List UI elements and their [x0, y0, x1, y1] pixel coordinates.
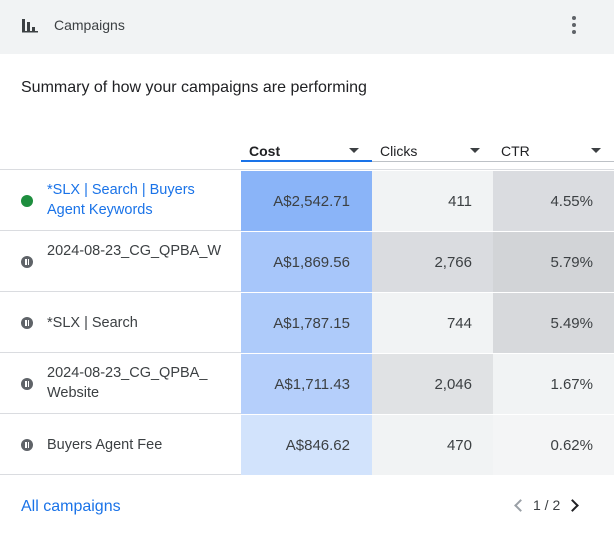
status-paused-icon: [21, 256, 33, 268]
table-row: 2024-08-23_CG_QPBA_W A$1,869.56 2,766 5.…: [0, 232, 614, 292]
chevron-left-icon[interactable]: [514, 498, 527, 512]
pagination: 1 / 2: [512, 497, 581, 513]
dropdown-arrow-icon: [591, 148, 601, 153]
cost-cell: A$846.62: [241, 415, 372, 475]
campaign-name-cell: 2024-08-23_CG_QPBA_W: [0, 232, 241, 292]
column-label-cost: Cost: [249, 143, 281, 159]
table-row: *SLX | Search A$1,787.15 744 5.49%: [0, 293, 614, 353]
card-header: Campaigns: [0, 0, 614, 54]
campaign-name-cell: *SLX | Search | Buyers Agent Keywords: [0, 171, 241, 231]
page-indicator: 1 / 2: [533, 497, 561, 513]
table-row: 2024-08-23_CG_QPBA_Website A$1,711.43 2,…: [0, 354, 614, 414]
campaign-name-cell: *SLX | Search: [0, 293, 241, 353]
ctr-cell: 5.49%: [493, 293, 614, 353]
column-header-cost[interactable]: Cost: [241, 140, 372, 162]
ctr-cell: 4.55%: [493, 171, 614, 231]
all-campaigns-link[interactable]: All campaigns: [21, 498, 121, 515]
cost-cell: A$1,711.43: [241, 354, 372, 414]
ctr-cell: 5.79%: [493, 232, 614, 292]
cost-cell: A$1,869.56: [241, 232, 372, 292]
column-label-clicks: Clicks: [380, 143, 418, 159]
clicks-cell: 2,046: [372, 354, 493, 414]
status-paused-icon: [21, 378, 33, 390]
campaign-name-cell: 2024-08-23_CG_QPBA_Website: [0, 354, 241, 414]
chevron-right-icon[interactable]: [566, 498, 580, 512]
campaign-name-link[interactable]: 2024-08-23_CG_QPBA_Website: [47, 365, 208, 401]
campaign-name-link[interactable]: *SLX | Search | Buyers Agent Keywords: [47, 182, 195, 218]
status-paused-icon: [21, 439, 33, 451]
ctr-cell: 1.67%: [493, 354, 614, 414]
sort-arrow-icon: [349, 148, 359, 153]
dropdown-arrow-icon: [470, 148, 480, 153]
table-row: Buyers Agent Fee A$846.62 470 0.62%: [0, 415, 614, 475]
column-header-ctr[interactable]: CTR: [493, 140, 614, 162]
ctr-cell: 0.62%: [493, 415, 614, 475]
more-vert-icon[interactable]: [564, 12, 584, 38]
campaign-name-link[interactable]: 2024-08-23_CG_QPBA_W: [47, 243, 222, 259]
summary-text: Summary of how your campaigns are perfor…: [21, 79, 367, 96]
cost-cell: A$2,542.71: [241, 171, 372, 231]
cost-cell: A$1,787.15: [241, 293, 372, 353]
table-row: *SLX | Search | Buyers Agent Keywords A$…: [0, 171, 614, 231]
card-title: Campaigns: [54, 17, 125, 33]
column-label-ctr: CTR: [501, 143, 530, 159]
campaign-name-link[interactable]: *SLX | Search: [47, 315, 138, 331]
campaign-name-cell: Buyers Agent Fee: [0, 415, 241, 475]
column-header-clicks[interactable]: Clicks: [372, 140, 493, 162]
clicks-cell: 2,766: [372, 232, 493, 292]
status-paused-icon: [21, 317, 33, 329]
clicks-cell: 411: [372, 171, 493, 231]
bar-chart-icon: [22, 19, 38, 33]
status-enabled-icon: [21, 195, 33, 207]
clicks-cell: 470: [372, 415, 493, 475]
clicks-cell: 744: [372, 293, 493, 353]
campaign-name-link[interactable]: Buyers Agent Fee: [47, 437, 163, 453]
table-header: Cost Clicks CTR: [0, 140, 614, 170]
